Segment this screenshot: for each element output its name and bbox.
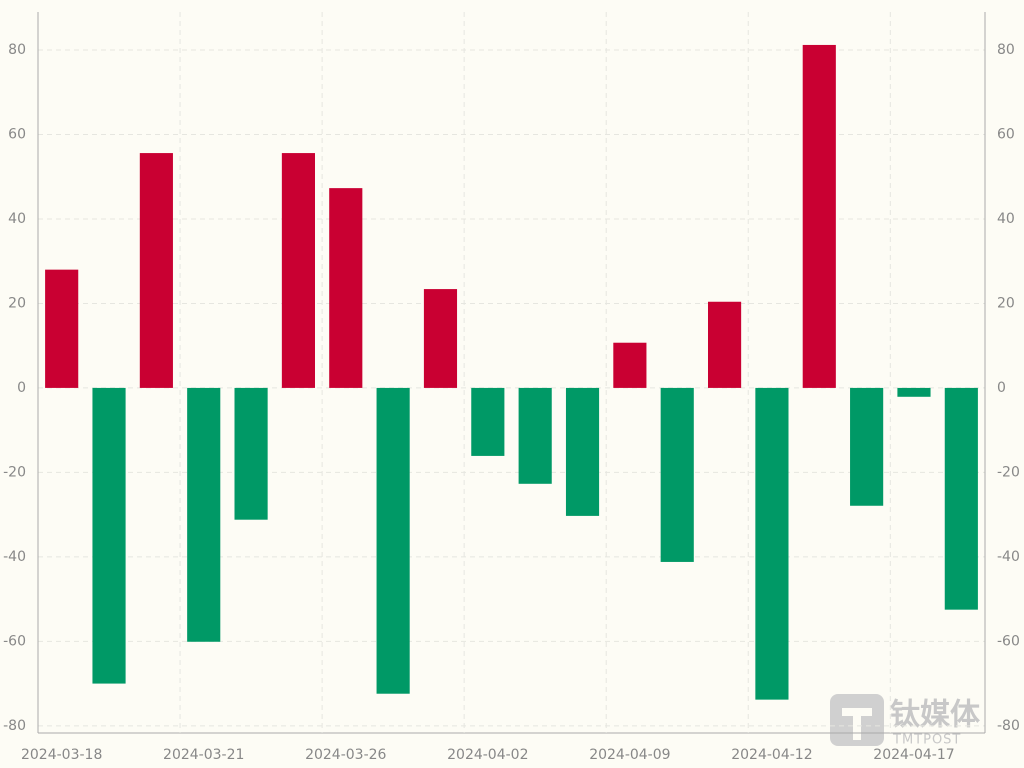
bar xyxy=(45,269,79,388)
bar xyxy=(92,387,126,684)
bar xyxy=(376,387,410,694)
bar xyxy=(897,387,931,397)
bar xyxy=(660,387,694,562)
y2-tick-label: 60 xyxy=(997,126,1015,142)
watermark-name: 钛媒体 xyxy=(890,698,981,733)
x-tick-label: 2024-04-09 xyxy=(589,747,670,763)
bar xyxy=(187,387,221,642)
y-tick-label: 0 xyxy=(17,380,26,396)
y2-tick-label: -20 xyxy=(997,464,1020,480)
x-tick-label: 2024-03-26 xyxy=(305,747,386,763)
bar xyxy=(518,387,552,484)
bar xyxy=(234,387,268,520)
bar xyxy=(471,387,505,456)
x-tick-label: 2024-03-21 xyxy=(163,747,244,763)
x-tick-label: 2024-04-17 xyxy=(873,747,954,763)
y-tick-label: -20 xyxy=(3,464,26,480)
bar xyxy=(565,387,600,516)
watermark-brand: TMTPOST xyxy=(892,733,961,748)
bar xyxy=(329,188,363,388)
y-tick-label: 40 xyxy=(8,211,26,227)
y2-tick-label: -80 xyxy=(997,718,1020,734)
bar xyxy=(850,387,884,506)
y-tick-label: 60 xyxy=(8,126,26,142)
bar xyxy=(613,342,647,388)
y2-tick-label: 20 xyxy=(997,295,1015,311)
x-tick-label: 2024-04-02 xyxy=(447,747,528,763)
watermark-icon xyxy=(842,708,872,740)
y2-tick-label: 0 xyxy=(997,380,1006,396)
bar xyxy=(423,289,458,388)
y2-tick-label: 80 xyxy=(997,42,1015,58)
y-tick-label: -80 xyxy=(3,718,26,734)
bar xyxy=(139,153,173,388)
bar xyxy=(755,387,789,700)
x-tick-label: 2024-03-18 xyxy=(21,747,102,763)
y-tick-label: -40 xyxy=(3,549,26,565)
y-tick-label: -60 xyxy=(3,633,26,649)
bar xyxy=(708,301,742,388)
y2-tick-label: -60 xyxy=(997,633,1020,649)
y-tick-label: 80 xyxy=(8,42,26,58)
bar xyxy=(281,153,315,388)
y-tick-label: 20 xyxy=(8,295,26,311)
bar xyxy=(944,387,978,610)
bar xyxy=(802,44,836,388)
y2-tick-label: -40 xyxy=(997,549,1020,565)
y2-tick-label: 40 xyxy=(997,211,1015,227)
x-tick-label: 2024-04-12 xyxy=(731,747,812,763)
